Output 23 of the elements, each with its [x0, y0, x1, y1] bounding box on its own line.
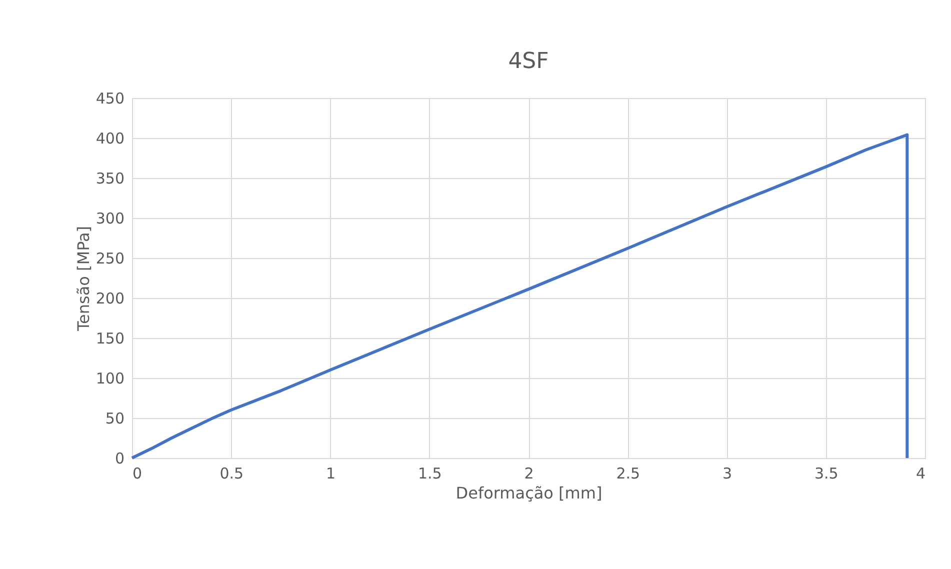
x-axis-title: Deformação [mm]	[456, 484, 602, 502]
y-tick-label: 50	[105, 410, 124, 428]
y-tick-label: 100	[96, 370, 124, 388]
y-tick-label: 250	[96, 250, 124, 268]
x-tick-label: 0	[132, 464, 142, 482]
y-tick-label: 0	[114, 450, 124, 468]
x-tick-label: 0.5	[220, 464, 244, 482]
y-axis-title: Tensão [MPa]	[74, 226, 93, 332]
x-tick-label: 2	[524, 464, 534, 482]
y-tick-label: 400	[96, 130, 124, 148]
x-tick-label: 2.5	[616, 464, 640, 482]
y-tick-label: 450	[96, 90, 124, 108]
y-tick-label: 350	[96, 170, 124, 188]
x-tick-label: 3.5	[814, 464, 838, 482]
y-tick-label: 150	[96, 330, 124, 348]
x-tick-label: 4	[916, 464, 926, 482]
x-tick-label: 1.5	[418, 464, 442, 482]
y-tick-label: 200	[96, 290, 124, 308]
y-tick-label: 300	[96, 210, 124, 228]
line-series	[130, 133, 909, 460]
chart-title: 4SF	[508, 49, 549, 74]
x-tick-label: 3	[722, 464, 732, 482]
x-tick-label: 1	[326, 464, 336, 482]
